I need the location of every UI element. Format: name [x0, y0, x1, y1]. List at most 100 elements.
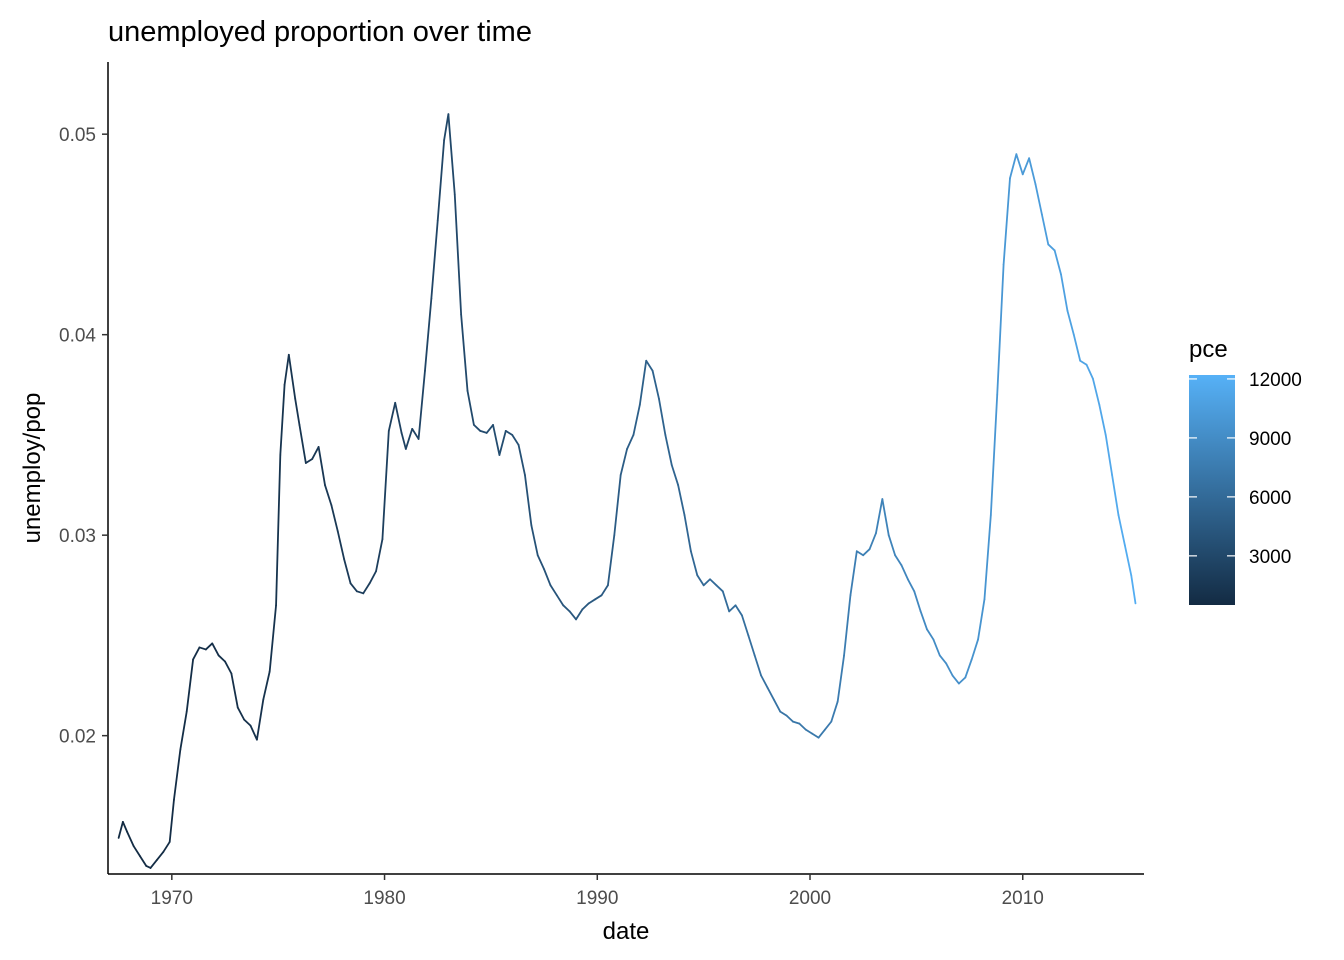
line-segment — [932, 638, 941, 657]
line-segment — [317, 446, 326, 486]
line-segment — [117, 820, 124, 839]
line-segment — [568, 610, 577, 621]
line-segment — [772, 698, 782, 713]
line-segment — [330, 504, 339, 533]
line-segment — [785, 714, 794, 723]
line-segment — [651, 369, 660, 400]
line-segment — [121, 820, 129, 833]
line-segment — [811, 732, 820, 739]
line-segment — [1066, 309, 1075, 336]
line-segment — [279, 383, 286, 456]
x-tick-label: 1990 — [576, 888, 618, 909]
line-segment — [619, 448, 628, 476]
line-segment — [504, 430, 514, 436]
y-axis-title: unemploy/pop — [19, 393, 46, 544]
line-segment — [1111, 474, 1120, 517]
color-legend: pce 3000 6000 9000 12000 — [1189, 336, 1302, 605]
line-segment — [862, 548, 871, 557]
line-segment — [843, 594, 852, 657]
line-segment — [562, 604, 571, 613]
line-segment — [996, 263, 1005, 396]
line-segment — [677, 484, 686, 517]
line-segment — [453, 193, 463, 316]
line-segment — [283, 353, 290, 386]
line-segment — [728, 604, 737, 613]
line-segment — [894, 554, 903, 567]
line-segment — [355, 590, 365, 595]
legend-tick-label: 6000 — [1249, 488, 1291, 509]
line-segment — [849, 550, 858, 597]
line-segment — [185, 658, 194, 713]
line-segment — [243, 718, 252, 727]
line-segment — [696, 574, 705, 587]
line-segment — [1053, 249, 1062, 276]
line-segment — [192, 646, 201, 661]
line-segment — [575, 608, 584, 621]
x-axis-title: date — [603, 918, 650, 945]
line-segment — [1047, 243, 1056, 252]
line-segment — [919, 610, 928, 631]
line-segment — [645, 359, 654, 372]
line-segment — [466, 389, 475, 426]
line-segment — [632, 403, 641, 436]
chart-title: unemployed proportion over time — [108, 16, 532, 48]
line-segment — [381, 430, 390, 541]
line-segment — [1040, 213, 1050, 246]
line-segment — [126, 830, 135, 847]
line-segment — [311, 446, 320, 460]
line-segment — [324, 484, 333, 506]
line-segment — [132, 845, 141, 857]
line-segment — [1021, 157, 1031, 176]
line-segment — [230, 672, 239, 709]
line-segment — [721, 590, 731, 613]
line-segment — [417, 369, 426, 440]
line-segment — [587, 598, 597, 605]
line-segment — [1117, 514, 1126, 547]
line-segment — [479, 430, 488, 434]
line-segment — [198, 646, 207, 651]
line-segment — [262, 670, 271, 701]
line-segment — [304, 458, 314, 464]
line-segment — [349, 582, 358, 593]
line-segment — [817, 728, 826, 739]
line-segment — [424, 297, 433, 372]
legend-tick-label: 12000 — [1249, 370, 1302, 391]
line-segment — [211, 642, 220, 657]
line-segment — [900, 564, 909, 581]
line-segment — [906, 578, 916, 593]
line-segment — [1009, 153, 1018, 180]
line-segment — [1072, 333, 1082, 362]
line-segment — [224, 660, 233, 675]
line-segment — [368, 570, 377, 585]
line-segment — [824, 720, 833, 731]
line-segment — [511, 434, 520, 446]
line-segment — [460, 313, 469, 392]
line-segment — [1028, 157, 1037, 186]
legend-title: pce — [1189, 336, 1228, 363]
line-segment — [926, 628, 935, 641]
line-segment — [964, 658, 973, 679]
line-segment — [517, 444, 526, 476]
line-segment — [485, 423, 494, 434]
line-segment — [236, 706, 246, 721]
line-segment — [298, 423, 307, 464]
unemploy-pop-series — [117, 113, 1137, 869]
x-tick-label: 2010 — [1002, 888, 1044, 909]
x-tick-label: 1970 — [151, 888, 193, 909]
line-segment — [400, 432, 407, 450]
line-segment — [613, 474, 622, 537]
line-segment — [1015, 153, 1024, 176]
line-segment — [268, 604, 277, 673]
line-segment — [543, 568, 552, 587]
line-segment — [683, 514, 692, 553]
line-segment — [430, 219, 439, 300]
line-segment — [798, 722, 807, 731]
line-segment — [868, 532, 877, 551]
line-segment — [600, 584, 609, 597]
line-segment — [689, 550, 699, 577]
line-segment — [938, 654, 948, 665]
line-segment — [149, 859, 158, 869]
x-tick-label: 1980 — [363, 888, 405, 909]
line-segment — [536, 554, 545, 571]
line-segment — [217, 654, 226, 663]
